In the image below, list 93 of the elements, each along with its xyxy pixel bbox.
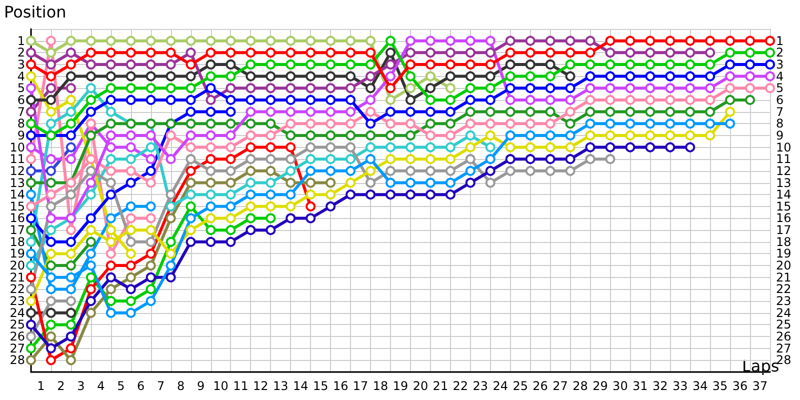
y-axis-title: Position	[4, 2, 66, 22]
x-tick-label: 25	[512, 379, 528, 393]
y2-tick-label: 1	[776, 34, 784, 48]
y2-tick-label: 13	[776, 176, 792, 190]
x-tick-label: 27	[552, 379, 568, 393]
y-tick-label: 10	[10, 140, 25, 154]
x-tick-label: 17	[352, 379, 368, 393]
y-tick-label: 17	[10, 223, 25, 238]
x-tick-label: 37	[752, 379, 768, 393]
x-tick-label: 16	[332, 379, 348, 393]
y-tick-label: 21	[10, 270, 25, 284]
y-tick-label: 22	[10, 282, 25, 296]
x-tick-label: 15	[312, 379, 328, 393]
x-tick-label: 26	[532, 379, 548, 393]
y-tick-label: 16	[10, 211, 25, 226]
x-tick-label: 33	[672, 379, 688, 393]
y2-tick-label: 17	[776, 223, 792, 238]
x-tick-label: 12	[253, 379, 268, 393]
y-tick-label: 20	[10, 258, 25, 273]
x-tick-label: 28	[572, 379, 588, 393]
y-tick-label: 13	[10, 176, 25, 190]
x-tick-label: 31	[632, 379, 648, 393]
y-tick-label: 15	[10, 199, 25, 214]
x-tick-label: 7	[157, 379, 165, 393]
y2-tick-label: 4	[776, 69, 784, 84]
x-tick-label: 5	[117, 379, 125, 393]
x-tick-label: 13	[273, 379, 288, 393]
y2-tick-label: 9	[776, 128, 784, 142]
y-tick-label: 28	[10, 353, 25, 368]
y2-tick-label: 8	[776, 116, 784, 131]
x-tick-label: 9	[196, 379, 205, 393]
x-tick-label: 36	[732, 379, 748, 393]
y-tick-label: 11	[10, 152, 25, 166]
y2-tick-label: 24	[776, 306, 792, 320]
x-tick-label: 18	[372, 379, 388, 393]
x-tick-label: 2	[57, 379, 65, 393]
y-tick-label: 14	[10, 188, 25, 202]
y-tick-label: 7	[17, 104, 25, 119]
x-tick-label: 24	[492, 379, 508, 393]
x-tick-label: 32	[652, 379, 668, 393]
x-tick-label: 1	[37, 379, 45, 393]
x-tick-label: 23	[472, 379, 488, 393]
y2-tick-label: 7	[776, 104, 784, 119]
y2-tick-label: 16	[776, 211, 792, 226]
x-tick-label: 19	[392, 379, 408, 393]
y2-tick-label: 10	[776, 140, 792, 154]
y-tick-label: 12	[10, 164, 25, 178]
y-tick-label: 5	[17, 81, 25, 96]
y-tick-label: 26	[10, 330, 25, 344]
y2-tick-label: 23	[776, 294, 792, 308]
y2-tick-label: 5	[776, 81, 784, 96]
y2-tick-label: 12	[776, 164, 792, 178]
y-tick-label: 8	[17, 116, 25, 131]
y-tick-label: 25	[10, 318, 25, 332]
x-tick-label: 34	[692, 379, 708, 393]
x-tick-label: 20	[412, 379, 428, 393]
y-tick-label: 19	[10, 246, 25, 261]
y-tick-label: 23	[10, 294, 25, 308]
y2-tick-label: 19	[776, 246, 792, 261]
y-tick-label: 4	[17, 69, 25, 84]
x-tick-label: 10	[213, 379, 228, 393]
y-tick-label: 6	[17, 92, 25, 107]
y2-tick-label: 25	[776, 318, 792, 332]
x-tick-label: 35	[712, 379, 728, 393]
x-tick-label: 6	[137, 379, 145, 393]
y2-tick-label: 15	[776, 199, 792, 214]
x-tick-label: 30	[612, 379, 628, 393]
y2-tick-label: 11	[776, 152, 792, 166]
y2-tick-label: 18	[776, 234, 792, 249]
y2-tick-label: 27	[776, 341, 792, 356]
y2-tick-label: 3	[776, 57, 784, 72]
x-tick-label: 3	[77, 379, 85, 393]
x-tick-label: 11	[233, 379, 248, 393]
y-tick-label: 18	[10, 234, 25, 249]
y2-tick-label: 14	[776, 188, 792, 202]
y-tick-label: 1	[17, 34, 25, 48]
y2-tick-label: 22	[776, 282, 792, 296]
y-tick-label: 2	[17, 46, 25, 60]
y-tick-label: 3	[17, 57, 25, 72]
y-tick-label: 24	[10, 306, 25, 320]
y2-tick-label: 26	[776, 330, 792, 344]
x-tick-label: 21	[432, 379, 448, 393]
y-tick-label: 27	[10, 341, 25, 356]
y2-tick-label: 21	[776, 270, 792, 284]
y2-tick-label: 6	[776, 92, 784, 107]
y2-tick-label: 20	[776, 258, 792, 273]
x-tick-label: 22	[452, 379, 468, 393]
y-tick-label: 9	[17, 128, 25, 142]
x-tick-label: 8	[176, 379, 185, 393]
y2-tick-label: 2	[776, 46, 784, 60]
x-tick-label: 29	[592, 379, 608, 393]
x-tick-label: 4	[97, 379, 105, 393]
x-tick-label: 14	[292, 379, 308, 393]
